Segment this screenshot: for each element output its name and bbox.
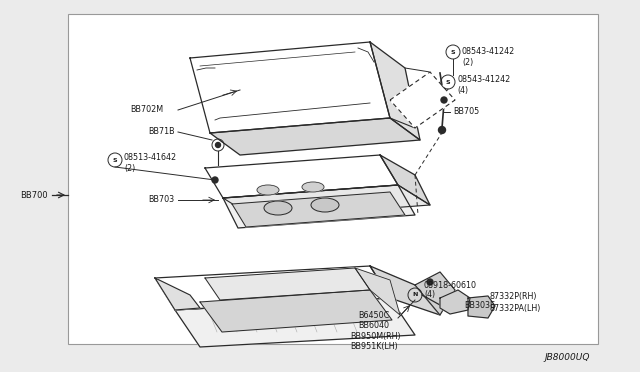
Text: B6450C: B6450C: [358, 311, 389, 320]
Text: N: N: [412, 292, 418, 298]
Circle shape: [216, 142, 221, 148]
Polygon shape: [190, 42, 390, 133]
Polygon shape: [380, 155, 430, 205]
Polygon shape: [355, 268, 400, 315]
Text: 08513-41642: 08513-41642: [124, 154, 177, 163]
Text: (2): (2): [462, 58, 473, 67]
Text: BB705: BB705: [453, 108, 479, 116]
Text: BB303E: BB303E: [464, 301, 495, 310]
Text: BB703: BB703: [148, 196, 174, 205]
Polygon shape: [200, 290, 392, 332]
Polygon shape: [223, 185, 430, 218]
Text: 08543-41242: 08543-41242: [457, 76, 510, 84]
Polygon shape: [155, 266, 390, 310]
Circle shape: [427, 279, 433, 285]
Text: S: S: [451, 49, 455, 55]
Polygon shape: [390, 72, 455, 128]
Ellipse shape: [264, 201, 292, 215]
Text: 08918-60610: 08918-60610: [424, 280, 477, 289]
Text: BB951K(LH): BB951K(LH): [350, 341, 397, 350]
Polygon shape: [370, 266, 440, 315]
Text: JB8000UQ: JB8000UQ: [545, 353, 590, 362]
Text: (2): (2): [124, 164, 135, 173]
Circle shape: [441, 97, 447, 103]
Polygon shape: [232, 192, 405, 227]
Text: BB700: BB700: [20, 190, 47, 199]
Text: BB6040: BB6040: [358, 321, 389, 330]
Polygon shape: [205, 155, 398, 198]
Text: 87332PA(LH): 87332PA(LH): [490, 304, 541, 312]
Ellipse shape: [302, 182, 324, 192]
Text: BB950M(RH): BB950M(RH): [350, 331, 401, 340]
Text: (4): (4): [424, 291, 435, 299]
Polygon shape: [223, 185, 415, 228]
Text: (4): (4): [457, 86, 468, 94]
Text: S: S: [113, 157, 117, 163]
Polygon shape: [205, 268, 370, 300]
Text: 08543-41242: 08543-41242: [462, 48, 515, 57]
Text: BB702M: BB702M: [130, 106, 163, 115]
Text: S: S: [445, 80, 451, 84]
Ellipse shape: [257, 185, 279, 195]
Ellipse shape: [311, 198, 339, 212]
Circle shape: [438, 126, 445, 134]
Circle shape: [212, 177, 218, 183]
Polygon shape: [370, 42, 420, 140]
Bar: [68, 14, 598, 344]
Text: 87332P(RH): 87332P(RH): [490, 292, 538, 301]
Polygon shape: [210, 118, 420, 155]
Polygon shape: [415, 272, 455, 315]
Polygon shape: [155, 278, 200, 310]
Text: BB71B: BB71B: [148, 128, 175, 137]
Polygon shape: [440, 290, 470, 314]
Polygon shape: [468, 296, 495, 318]
Polygon shape: [175, 298, 415, 347]
